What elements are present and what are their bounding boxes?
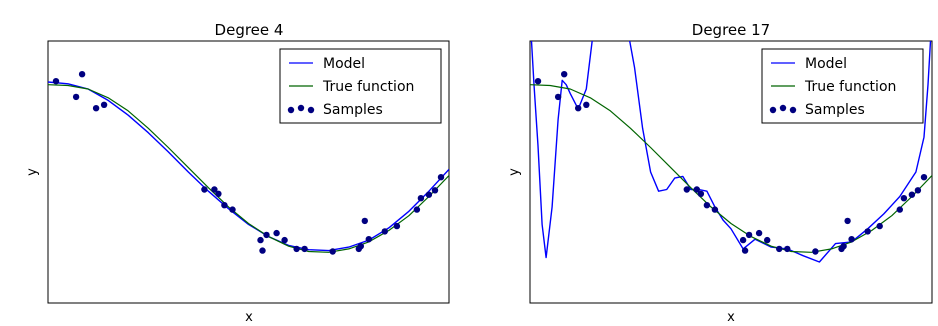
legend-swatch-samples [288,107,294,113]
legend-label-model: Model [805,56,847,72]
sample-point [382,228,388,234]
legend-label-true-function: True function [804,79,896,95]
sample-point [764,237,770,243]
legend-label-samples: Samples [805,102,865,118]
sample-point [259,247,265,253]
sample-point [438,174,444,180]
sample-point [93,105,99,111]
legend-swatch-samples [790,107,796,113]
x-axis-label: x [727,310,735,325]
sample-point [366,236,372,242]
x-axis-label: x [245,310,253,325]
legend: Model True function Samples [762,49,923,123]
sample-point [848,236,854,242]
sample-point [293,246,299,252]
sample-point [740,237,746,243]
sample-point [840,243,846,249]
sample-point [784,246,790,252]
sample-point [426,192,432,198]
legend-swatch-samples [308,107,314,113]
sample-point [358,243,364,249]
chart-title: Degree 4 [215,21,284,39]
sample-point [877,223,883,229]
sample-point [53,78,59,84]
sample-point [909,192,915,198]
sample-point [201,186,207,192]
sample-point [215,191,221,197]
sample-point [281,237,287,243]
sample-point [704,202,710,208]
sample-point [301,246,307,252]
sample-point [555,94,561,100]
sample-point [414,206,420,212]
sample-point [897,206,903,212]
sample-point [746,232,752,238]
sample-point [684,186,690,192]
sample-point [263,232,269,238]
legend-swatch-samples [770,107,776,113]
legend-label-true-function: True function [322,79,414,95]
sample-point [73,94,79,100]
sample-point [812,248,818,254]
legend: Model True function Samples [280,49,441,123]
sample-point [257,237,263,243]
sample-point [742,247,748,253]
sample-point [229,206,235,212]
sample-point [698,191,704,197]
panel-degree-4: Degree 4 x y Model True function Samples [25,21,449,325]
sample-point [756,230,762,236]
legend-label-model: Model [323,56,365,72]
chart-title: Degree 17 [692,21,770,39]
sample-point [776,246,782,252]
sample-point [712,206,718,212]
sample-point [921,174,927,180]
legend-label-samples: Samples [323,102,383,118]
sample-point [101,102,107,108]
sample-point [901,195,907,201]
sample-point [273,230,279,236]
panel-degree-17: Degree 17 x y Model True function Samples [507,15,932,325]
sample-point [865,228,871,234]
legend-swatch-samples [780,105,786,111]
sample-point [394,223,400,229]
sample-point [915,187,921,193]
sample-point [844,218,850,224]
y-axis-label: y [25,168,40,176]
legend-swatch-samples [298,105,304,111]
sample-point [221,202,227,208]
sample-point [432,187,438,193]
sample-point [561,71,567,77]
y-axis-label: y [507,168,522,176]
sample-point [535,78,541,84]
sample-point [418,195,424,201]
sample-point [583,102,589,108]
sample-point [330,248,336,254]
sample-point [575,105,581,111]
sample-point [79,71,85,77]
sample-point [362,218,368,224]
